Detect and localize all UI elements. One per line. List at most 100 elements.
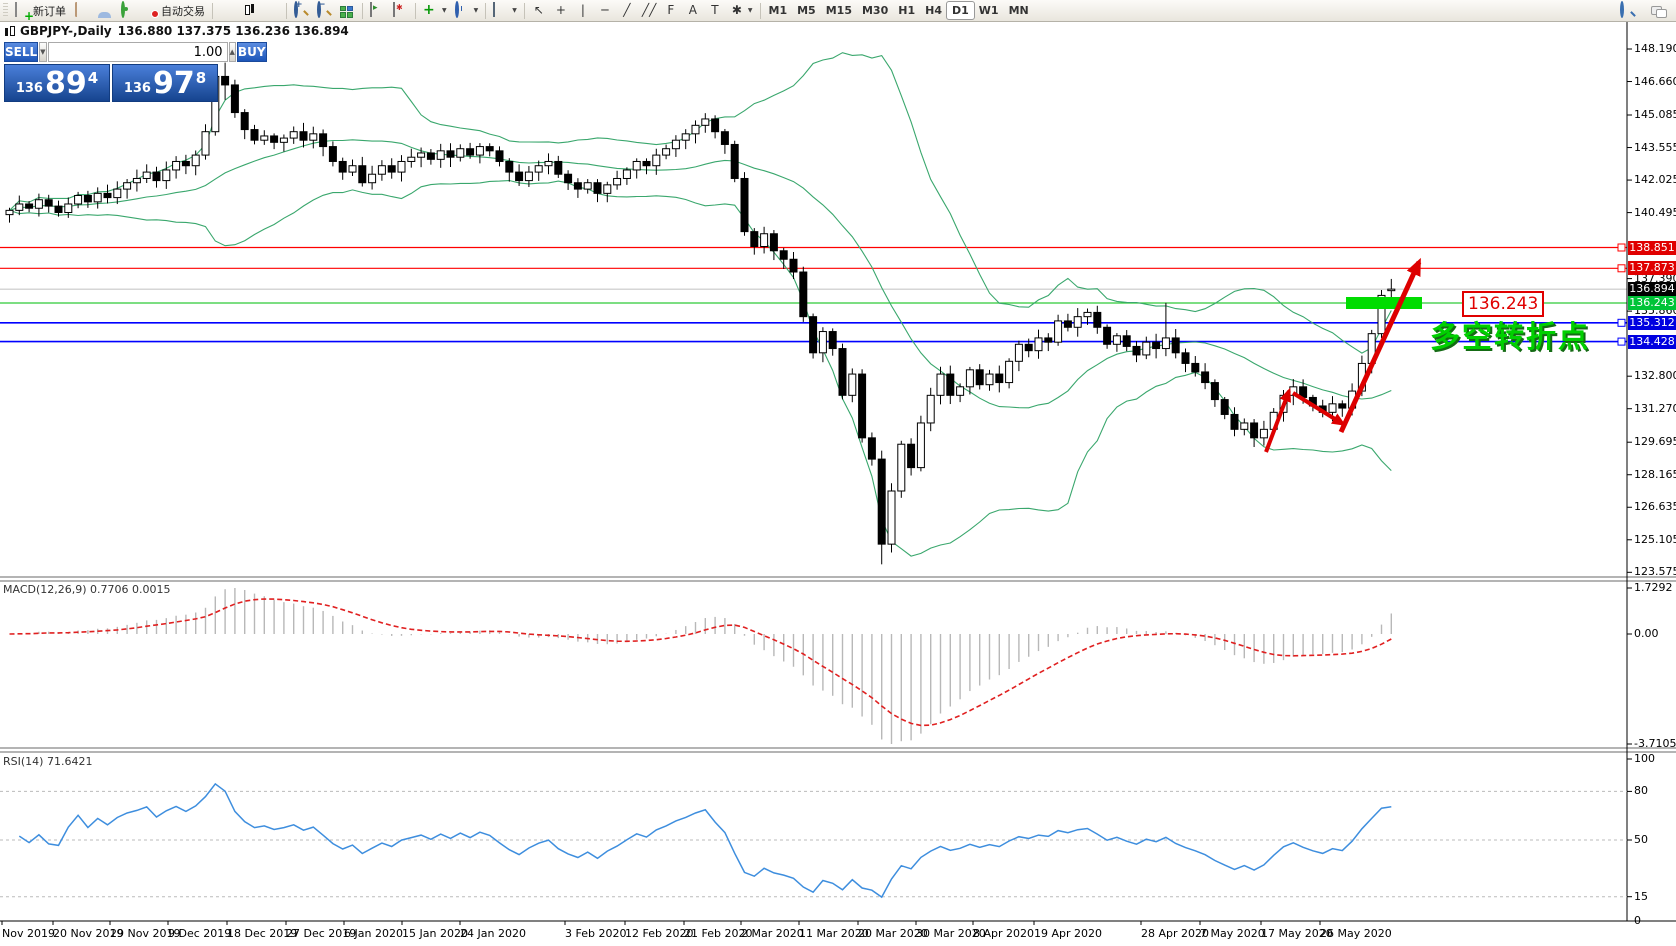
bar-chart-button[interactable] [216,1,239,20]
macd-tick-label: 1.7292 [1634,581,1673,594]
time-axis-label: 17 May 2020 [1261,927,1333,940]
zoom-in-button[interactable]: + [290,0,313,20]
rsi-tick-label: 50 [1634,833,1648,846]
turning-point-annotation[interactable]: 多空转折点 [1430,320,1590,355]
time-axis-label: 6 Jan 2020 [344,927,403,940]
time-axis-label: 29 Nov 2019 [110,927,181,940]
bollinger-lower-line [9,179,1392,557]
price-tick-label: 131.270 [1634,402,1676,415]
trendline-button[interactable]: ╱ [616,1,638,20]
time-axis-label: 30 Mar 2020 [916,927,986,940]
hline-handle[interactable] [1617,264,1626,273]
timeframe-button-mn[interactable]: MN [1008,3,1029,17]
arrows-button[interactable]: ✱ ▼ [726,1,757,20]
chevron-down-icon: ▼ [512,7,517,14]
buy-button[interactable]: BUY [236,42,267,62]
timeframe-button-m5[interactable]: M5 [797,3,816,17]
publisher-icon [97,3,112,18]
hline-handle[interactable] [1617,318,1626,327]
time-axis-label: 24 Jan 2020 [460,927,526,940]
label-icon: T [711,3,719,17]
red-arrow-1[interactable] [1264,387,1291,453]
trend-arrows[interactable] [1264,257,1422,453]
red-arrow-2[interactable] [1291,391,1347,426]
timeframe-button-m1[interactable]: M1 [768,3,788,17]
arrows-icon: ✱ [731,3,742,17]
time-axis-label: 3 Feb 2020 [565,927,627,940]
volume-up-button[interactable]: ▲ [228,42,236,62]
timeframe-button-m15[interactable]: M15 [825,3,852,17]
hline-handle[interactable] [1617,337,1626,346]
price-badge-136.243: 136.243 [1628,296,1676,310]
toolbar-drag-handle [3,3,8,18]
charts-profile-button[interactable]: ▼ [489,1,521,20]
price-tick-label: 129.695 [1634,435,1676,448]
indicators-button[interactable]: + ▼ [419,1,451,20]
hline-handle[interactable] [1617,243,1626,252]
periods-button[interactable]: ▼ [451,1,483,20]
cursor-button[interactable]: ↖ [528,1,550,20]
autotrading-button[interactable]: 自动交易 [139,1,209,20]
time-axis-label: 21 Feb 2020 [684,927,753,940]
channel-icon: ╱╱ [641,3,657,17]
buy-price-button[interactable]: 136 97 8 [112,64,218,102]
macd-indicator [9,588,1393,744]
green-highlight-bar[interactable] [1346,296,1422,309]
sell-button[interactable]: SELL [4,42,39,62]
price-flag-label[interactable]: 136.243 [1462,291,1545,317]
publisher-button[interactable] [93,1,116,20]
bollinger-upper-line [9,52,1392,354]
hline-button[interactable]: ─ [594,1,616,20]
time-axis-label: 2 Mar 2020 [741,927,804,940]
label-button[interactable]: T [704,1,726,20]
crosshair-button[interactable]: + [550,1,572,20]
toolbar-separator [485,2,487,19]
crayon-button[interactable] [70,1,93,20]
volume-down-button[interactable]: ▼ [39,42,47,62]
toolbar-separator [286,2,287,19]
toolbar-right-icons [1616,0,1670,20]
rsi-line [18,782,1392,899]
red-arrow-3[interactable] [1338,257,1422,434]
line-chart-button[interactable] [260,1,283,20]
timeframe-button-h1[interactable]: H1 [898,3,916,17]
bollinger-middle-line [9,139,1392,409]
timeframe-button-m30[interactable]: M30 [861,3,889,17]
bar-chart-icon [220,2,235,20]
zoom-out-button[interactable]: − [313,0,336,20]
buy-price-point: 8 [195,69,207,87]
signal-button[interactable] [116,1,139,20]
new-order-button[interactable]: 新订单 [11,1,70,20]
price-tick-label: 137.390 [1634,272,1676,285]
search-button[interactable] [1616,0,1639,20]
rsi-tick-label: 100 [1634,752,1655,765]
timeframe-button-h4[interactable]: H4 [925,3,942,17]
time-axis-label: 18 Dec 2019 [227,927,298,940]
chart-shift-button[interactable] [389,1,412,20]
sell-price-button[interactable]: 136 89 4 [4,64,110,102]
channel-button[interactable]: ╱╱ [638,1,660,20]
tile-windows-button[interactable] [336,1,359,20]
auto-scroll-button[interactable] [366,1,389,20]
time-axis-label: 12 Feb 2020 [625,927,694,940]
vline-button[interactable]: | [572,1,594,20]
toolbar-separator [415,2,416,19]
text-button[interactable]: A [682,1,704,20]
time-axis-label: 19 Apr 2020 [1034,927,1103,940]
chat-button[interactable] [1647,1,1670,20]
rsi-indicator [0,782,1627,899]
time-axis-label: 8 Apr 2020 [973,927,1035,940]
fibonacci-icon: F [667,3,675,17]
fibonacci-button[interactable]: F [660,1,682,20]
macd-tick-label: 0.00 [1634,627,1659,640]
volume-input[interactable] [47,42,228,62]
timeframe-button-w1[interactable]: W1 [978,3,999,17]
rsi-tick-label: 80 [1634,784,1648,797]
price-tick-label: 123.575 [1634,565,1676,578]
chart-caption: GBPJPY-,Daily 136.880 137.375 136.236 13… [4,24,349,38]
timeframe-button-d1[interactable]: D1 [946,1,975,20]
candlestick-chart-button[interactable] [239,1,260,20]
macd-tick-label: -3.7105 [1634,737,1676,750]
